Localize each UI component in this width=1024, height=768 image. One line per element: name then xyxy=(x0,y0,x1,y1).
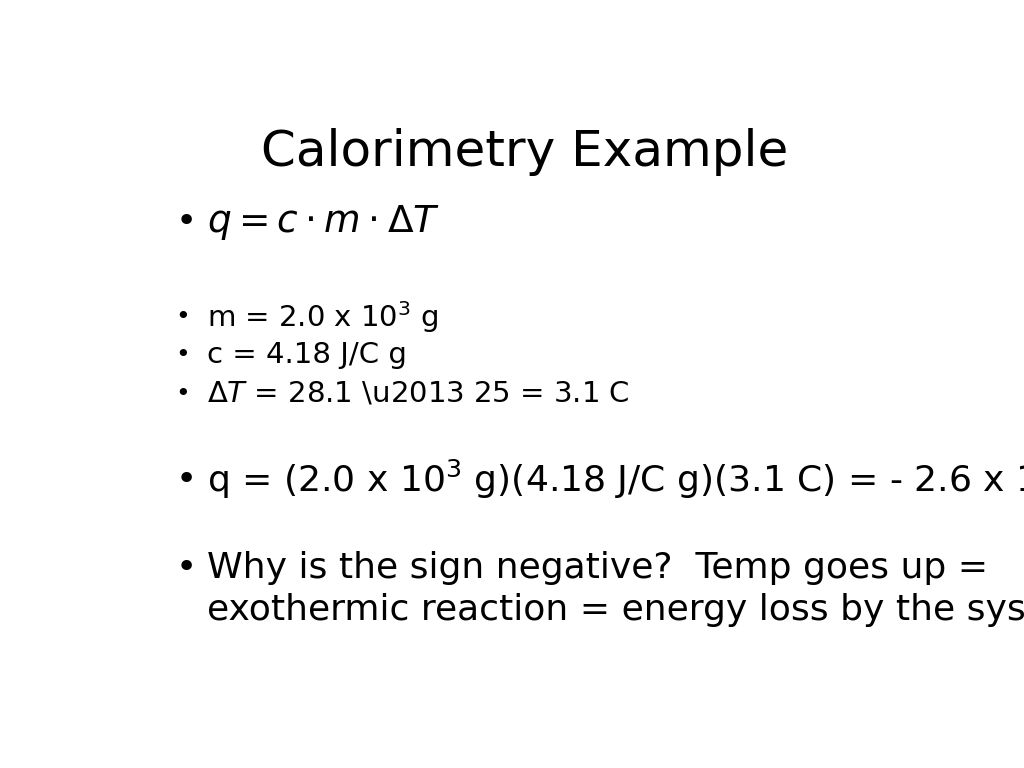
Text: m = 2.0 x 10$\mathregular{^3}$ g: m = 2.0 x 10$\mathregular{^3}$ g xyxy=(207,299,439,335)
Text: $\Delta T$ = 28.1 \u2013 25 = 3.1 C: $\Delta T$ = 28.1 \u2013 25 = 3.1 C xyxy=(207,379,630,408)
Text: Why is the sign negative?  Temp goes up =: Why is the sign negative? Temp goes up = xyxy=(207,551,988,585)
Text: •: • xyxy=(176,305,190,329)
Text: c = 4.18 J/C g: c = 4.18 J/C g xyxy=(207,341,408,369)
Text: •: • xyxy=(176,382,190,406)
Text: •: • xyxy=(176,551,197,585)
Text: •: • xyxy=(176,462,197,496)
Text: •: • xyxy=(176,343,190,367)
Text: Calorimetry Example: Calorimetry Example xyxy=(261,127,788,176)
Text: q = (2.0 x 10$\mathregular{^3}$ g)(4.18 J/C g)(3.1 C) = - 2.6 x 10$\mathregular{: q = (2.0 x 10$\mathregular{^3}$ g)(4.18 … xyxy=(207,458,1024,501)
Text: $q = c \cdot m \cdot \Delta T$: $q = c \cdot m \cdot \Delta T$ xyxy=(207,203,440,242)
Text: exothermic reaction = energy loss by the system: exothermic reaction = energy loss by the… xyxy=(207,593,1024,627)
Text: •: • xyxy=(176,205,197,240)
